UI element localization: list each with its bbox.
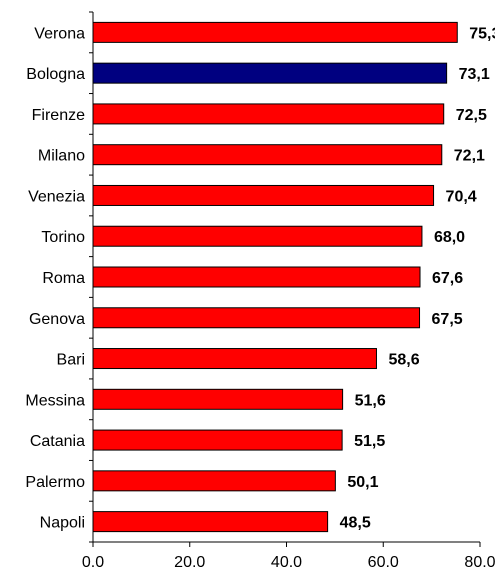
category-label: Bari — [57, 352, 85, 369]
category-label: Genova — [29, 311, 85, 328]
category-label: Catania — [30, 433, 85, 450]
value-label: 50,1 — [347, 474, 378, 491]
category-label: Venezia — [28, 188, 85, 205]
category-label: Napoli — [40, 515, 85, 532]
category-label: Milano — [38, 148, 85, 165]
x-tick-label: 20.0 — [174, 554, 205, 571]
value-label: 73,1 — [459, 66, 490, 83]
bar-palermo — [92, 470, 336, 492]
category-label: Roma — [42, 270, 85, 287]
x-tick-label: 80.0 — [464, 554, 495, 571]
category-label: Palermo — [25, 474, 85, 491]
category-label: Verona — [34, 25, 85, 42]
bar-bari — [92, 348, 377, 370]
category-label: Firenze — [32, 107, 85, 124]
value-label: 48,5 — [340, 515, 371, 532]
bar-napoli — [92, 511, 329, 533]
value-label: 72,5 — [456, 107, 487, 124]
value-label: 68,0 — [434, 229, 465, 246]
value-label: 70,4 — [446, 188, 477, 205]
category-label: Torino — [41, 229, 85, 246]
value-label: 67,5 — [432, 311, 463, 328]
bar-torino — [92, 225, 423, 247]
bar-bologna — [92, 62, 448, 84]
bar-firenze — [92, 103, 445, 125]
x-tick-label: 40.0 — [271, 554, 302, 571]
value-label: 72,1 — [454, 148, 485, 165]
bar-genova — [92, 307, 421, 329]
category-label: Messina — [25, 392, 85, 409]
bar-messina — [92, 388, 344, 410]
value-label: 58,6 — [388, 352, 419, 369]
value-label: 51,6 — [355, 392, 386, 409]
bar-roma — [92, 266, 421, 288]
x-tick-label: 60.0 — [368, 554, 399, 571]
bar-milano — [92, 144, 443, 166]
x-tick-label: 0.0 — [82, 554, 104, 571]
value-label: 51,5 — [354, 433, 385, 450]
bar-venezia — [92, 184, 435, 206]
bar-catania — [92, 429, 343, 451]
value-label: 67,6 — [432, 270, 463, 287]
category-label: Bologna — [26, 66, 85, 83]
bar-verona — [92, 21, 458, 43]
value-label: 75,3 — [469, 25, 495, 42]
